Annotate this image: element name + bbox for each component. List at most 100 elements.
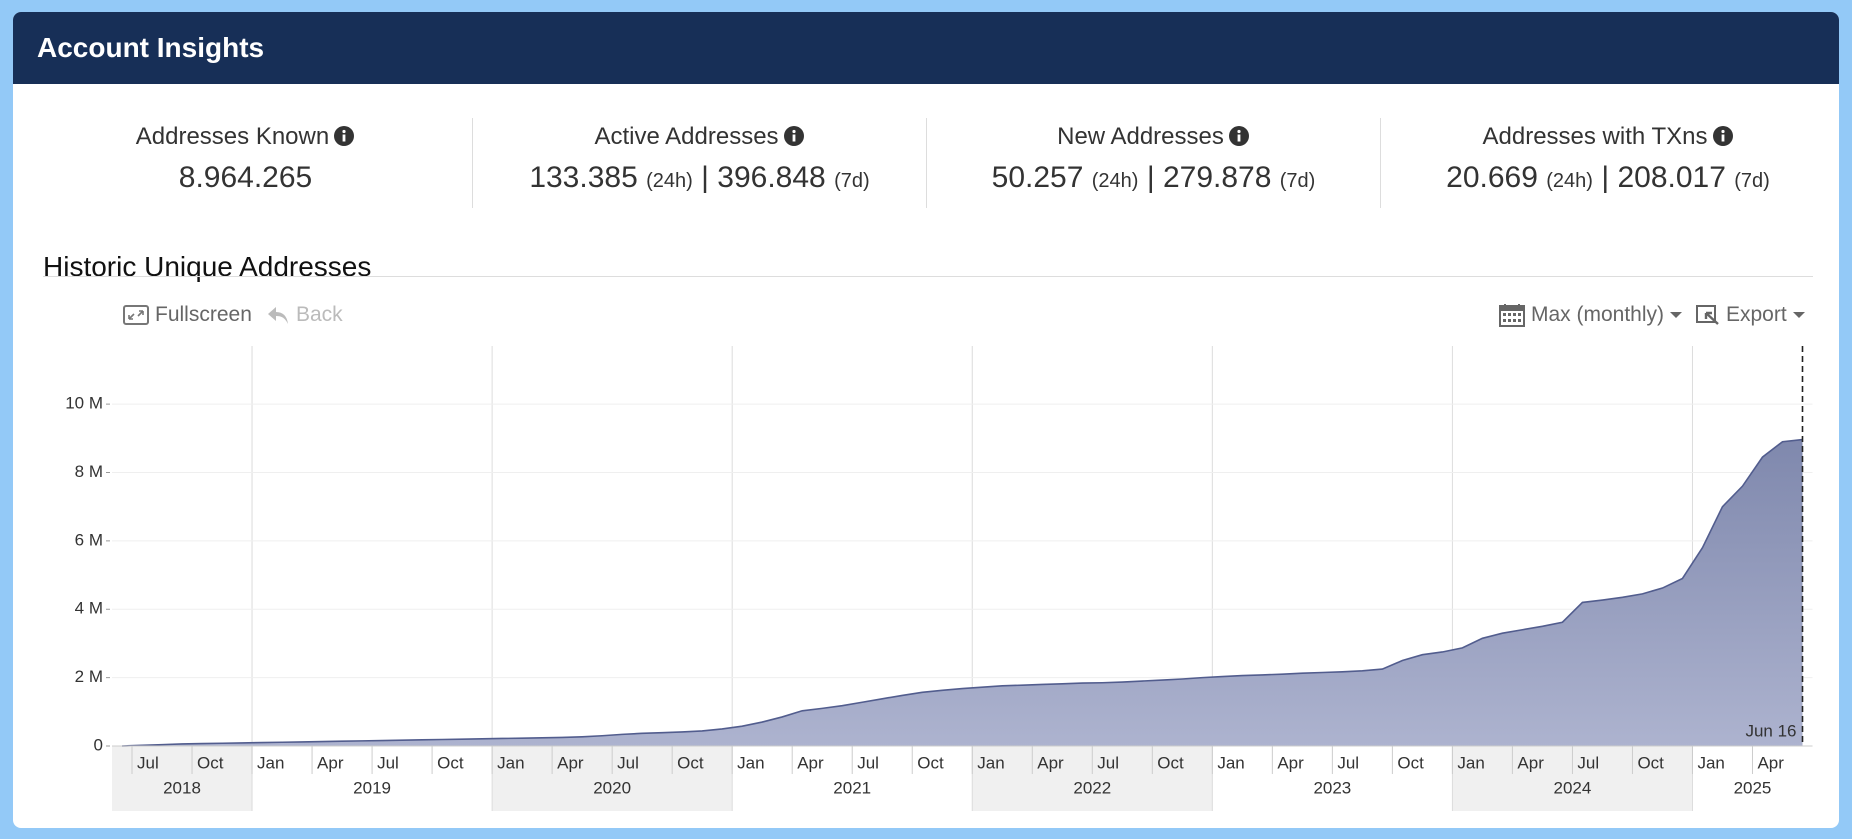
stat-value-row: 8.964.265	[19, 156, 472, 200]
x-tick-label: Apr	[797, 753, 824, 772]
separator: |	[701, 161, 709, 194]
stat-label: Addresses with TXns	[1482, 123, 1708, 150]
x-tick-label: Jan	[497, 753, 524, 772]
stat-value: 50.257	[991, 161, 1084, 194]
stat-label-row: Addresses with TXns	[1381, 118, 1835, 156]
x-tick-label: Oct	[437, 753, 464, 772]
year-label: 2020	[593, 778, 631, 797]
stat-unit: (24h)	[646, 170, 693, 192]
year-label: 2024	[1554, 778, 1592, 797]
stat-value-row: 20.669 (24h) | 208.017 (7d)	[1381, 156, 1835, 203]
x-tick-label: Apr	[1517, 753, 1544, 772]
x-tick-label: Jul	[1337, 753, 1359, 772]
x-tick-label: Apr	[317, 753, 344, 772]
y-tick-label: 4 M	[75, 599, 103, 618]
stat-label: Addresses Known	[135, 123, 330, 150]
x-tick-label: Jan	[1457, 753, 1484, 772]
x-tick-label: Jul	[1577, 753, 1599, 772]
stat-value: 396.848	[717, 161, 826, 194]
info-icon[interactable]	[333, 125, 355, 147]
stat-value-row: 133.385 (24h) | 396.848 (7d)	[473, 156, 926, 203]
x-tick-label: Jul	[1097, 753, 1119, 772]
fullscreen-button[interactable]: Fullscreen	[123, 303, 252, 327]
stat-label: New Addresses	[1057, 123, 1224, 150]
back-label: Back	[296, 303, 343, 326]
stat-value: 8.964.265	[178, 161, 313, 194]
stat: Addresses Known 8.964.265	[19, 118, 473, 208]
year-label: 2022	[1073, 778, 1111, 797]
separator: |	[1601, 161, 1610, 194]
stat: Active Addresses 133.385 (24h) | 396.848…	[473, 118, 927, 208]
x-tick-label: Jan	[257, 753, 284, 772]
back-button[interactable]: Back	[266, 303, 343, 327]
stats-row: Addresses Known 8.964.265 Active Address…	[19, 118, 1835, 208]
y-tick-label: 10 M	[65, 394, 103, 413]
y-tick-label: 6 M	[75, 530, 103, 549]
x-tick-label: Jul	[377, 753, 399, 772]
x-tick-label: Jan	[737, 753, 764, 772]
y-tick-label: 8 M	[75, 462, 103, 481]
x-tick-label: Oct	[917, 753, 944, 772]
caret	[1670, 312, 1683, 318]
caret	[1792, 312, 1805, 318]
fullscreen-label: Fullscreen	[155, 303, 252, 326]
export-button[interactable]: Export	[1696, 303, 1805, 327]
stat: Addresses with TXns 20.669 (24h) | 208.0…	[1381, 118, 1835, 208]
year-label: 2023	[1313, 778, 1351, 797]
year-band	[112, 746, 253, 811]
x-tick-label: Oct	[197, 753, 224, 772]
x-tick-label: Jul	[857, 753, 879, 772]
stat-label-row: New Addresses	[927, 118, 1380, 156]
stat-value: 208.017	[1617, 161, 1726, 194]
stat-label-row: Addresses Known	[19, 118, 472, 156]
stat-label: Active Addresses	[594, 123, 779, 150]
stat-unit: (7d)	[1279, 170, 1316, 192]
info-icon[interactable]	[783, 125, 805, 147]
stat-value: 20.669	[1446, 161, 1538, 194]
x-tick-label: Apr	[1037, 753, 1064, 772]
header-title: Account Insights	[37, 32, 265, 63]
x-tick-label: Jul	[617, 753, 639, 772]
stat: New Addresses 50.257 (24h) | 279.878 (7d…	[927, 118, 1381, 208]
x-tick-label: Apr	[1277, 753, 1304, 772]
line	[121, 438, 1803, 747]
annotation-label: Jun 16	[1745, 721, 1796, 740]
header: Account Insights	[13, 12, 1839, 84]
x-tick-label: Jan	[1697, 753, 1724, 772]
year-label: 2018	[163, 778, 201, 797]
year-label: 2019	[353, 778, 391, 797]
calendar-icon	[1499, 304, 1525, 327]
y-tick-label: 2 M	[75, 667, 103, 686]
info-icon[interactable]	[1228, 125, 1250, 147]
info-icon[interactable]	[1712, 125, 1734, 147]
x-tick-label: Jul	[137, 753, 159, 772]
stat-label-row: Active Addresses	[473, 118, 926, 156]
x-tick-label: Jan	[1217, 753, 1244, 772]
range-label: Max (monthly)	[1531, 303, 1665, 326]
x-tick-label: Oct	[677, 753, 704, 772]
stat-value-row: 50.257 (24h) | 279.878 (7d)	[927, 156, 1380, 203]
divider	[43, 276, 1813, 277]
x-tick-label: Oct	[1397, 753, 1424, 772]
stat-unit: (7d)	[834, 170, 870, 192]
area	[122, 439, 1803, 746]
x-tick-label: Oct	[1637, 753, 1664, 772]
separator: |	[1146, 161, 1155, 194]
export-label: Export	[1726, 303, 1787, 326]
back-icon	[268, 307, 288, 324]
stat-unit: (7d)	[1734, 170, 1770, 192]
x-tick-label: Apr	[557, 753, 584, 772]
stat-value: 279.878	[1162, 161, 1272, 194]
y-tick-label: 0	[94, 735, 103, 754]
stat-unit: (24h)	[1546, 170, 1593, 192]
stat-value: 133.385	[529, 161, 638, 194]
x-tick-label: Apr	[1757, 753, 1784, 772]
fullscreen-icon	[123, 305, 149, 325]
x-tick-label: Jan	[977, 753, 1004, 772]
year-label: 2021	[833, 778, 871, 797]
year-label: 2025	[1734, 778, 1772, 797]
x-tick-label: Oct	[1157, 753, 1184, 772]
range-selector[interactable]: Max (monthly)	[1499, 303, 1683, 327]
